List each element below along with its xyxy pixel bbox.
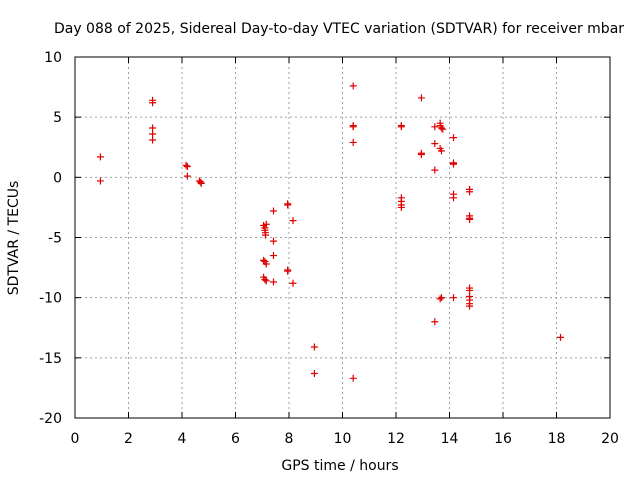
x-tick-label: 14 <box>441 431 459 447</box>
data-point-plus-icon <box>436 295 444 303</box>
data-point-plus-icon <box>269 278 277 286</box>
data-point-plus-icon <box>349 138 357 146</box>
data-point-plus-icon <box>96 177 104 185</box>
x-tick-label: 8 <box>285 431 294 447</box>
data-point-plus-icon <box>349 123 357 131</box>
x-tick-label: 6 <box>231 431 240 447</box>
data-point-plus-icon <box>269 252 277 260</box>
data-point-plus-icon <box>149 130 157 138</box>
data-point-plus-icon <box>149 124 157 132</box>
data-point-plus-icon <box>183 163 191 171</box>
data-point-plus-icon <box>289 279 297 287</box>
data-point-plus-icon <box>197 179 205 187</box>
data-point-plus-icon <box>349 374 357 382</box>
grid <box>75 57 610 418</box>
data-point-plus-icon <box>431 166 439 174</box>
y-tick-label: 10 <box>44 50 62 66</box>
data-point-plus-icon <box>261 276 269 284</box>
data-point-plus-icon <box>439 125 447 133</box>
data-point-plus-icon <box>557 333 565 341</box>
data-point-plus-icon <box>450 194 458 202</box>
data-point-plus-icon <box>260 256 268 264</box>
data-point-plus-icon <box>183 172 191 180</box>
data-point-plus-icon <box>437 147 445 155</box>
data-point-plus-icon <box>466 286 474 294</box>
data-point-plus-icon <box>397 123 405 131</box>
chart-title: Day 088 of 2025, Sidereal Day-to-day VTE… <box>54 21 624 37</box>
y-tick-label: 0 <box>53 170 62 186</box>
data-point-plus-icon <box>269 207 277 215</box>
x-tick-label: 18 <box>548 431 566 447</box>
x-tick-label: 16 <box>494 431 512 447</box>
data-point-plus-icon <box>96 153 104 161</box>
data-point-plus-icon <box>149 99 157 107</box>
data-point-plus-icon <box>149 136 157 144</box>
data-point-plus-icon <box>450 294 458 302</box>
data-point-plus-icon <box>310 343 318 351</box>
y-axis: 10 5 0 -5 -10 -15 -20 <box>39 50 610 427</box>
x-tick-label: 2 <box>124 431 133 447</box>
data-point-plus-icon <box>437 294 445 302</box>
y-tick-label: 5 <box>53 110 62 126</box>
data-point-plus-icon <box>397 203 405 211</box>
x-tick-label: 4 <box>178 431 187 447</box>
x-tick-label: 20 <box>601 431 619 447</box>
x-tick-label: 10 <box>334 431 352 447</box>
data-point-plus-icon <box>431 140 439 148</box>
data-point-plus-icon <box>182 161 190 169</box>
x-axis-label: GPS time / hours <box>281 458 398 474</box>
y-tick-label: -20 <box>39 411 62 427</box>
data-point-plus-icon <box>466 215 474 223</box>
data-point-plus-icon <box>431 318 439 326</box>
data-point-plus-icon <box>349 82 357 90</box>
data-points <box>96 82 565 382</box>
data-point-plus-icon <box>431 123 439 131</box>
data-point-plus-icon <box>284 267 292 275</box>
y-tick-label: -15 <box>39 351 62 367</box>
data-point-plus-icon <box>466 302 474 310</box>
y-axis-label: SDTVAR / TECUs <box>6 181 22 296</box>
data-point-plus-icon <box>262 260 270 268</box>
data-point-plus-icon <box>466 188 474 196</box>
x-axis: 0 2 4 6 8 10 12 14 16 18 20 <box>71 57 619 447</box>
data-point-plus-icon <box>262 220 270 228</box>
x-tick-label: 0 <box>71 431 80 447</box>
data-point-plus-icon <box>417 94 425 102</box>
data-point-plus-icon <box>284 201 292 209</box>
data-point-plus-icon <box>261 231 269 239</box>
data-point-plus-icon <box>262 277 270 285</box>
data-point-plus-icon <box>450 160 458 168</box>
y-tick-label: -10 <box>39 291 62 307</box>
x-tick-label: 12 <box>387 431 405 447</box>
data-point-plus-icon <box>417 150 425 158</box>
data-point-plus-icon <box>269 237 277 245</box>
y-tick-label: -5 <box>48 231 62 247</box>
data-point-plus-icon <box>289 217 297 225</box>
data-point-plus-icon <box>310 369 318 377</box>
data-point-plus-icon <box>450 134 458 142</box>
data-point-plus-icon <box>437 124 445 132</box>
